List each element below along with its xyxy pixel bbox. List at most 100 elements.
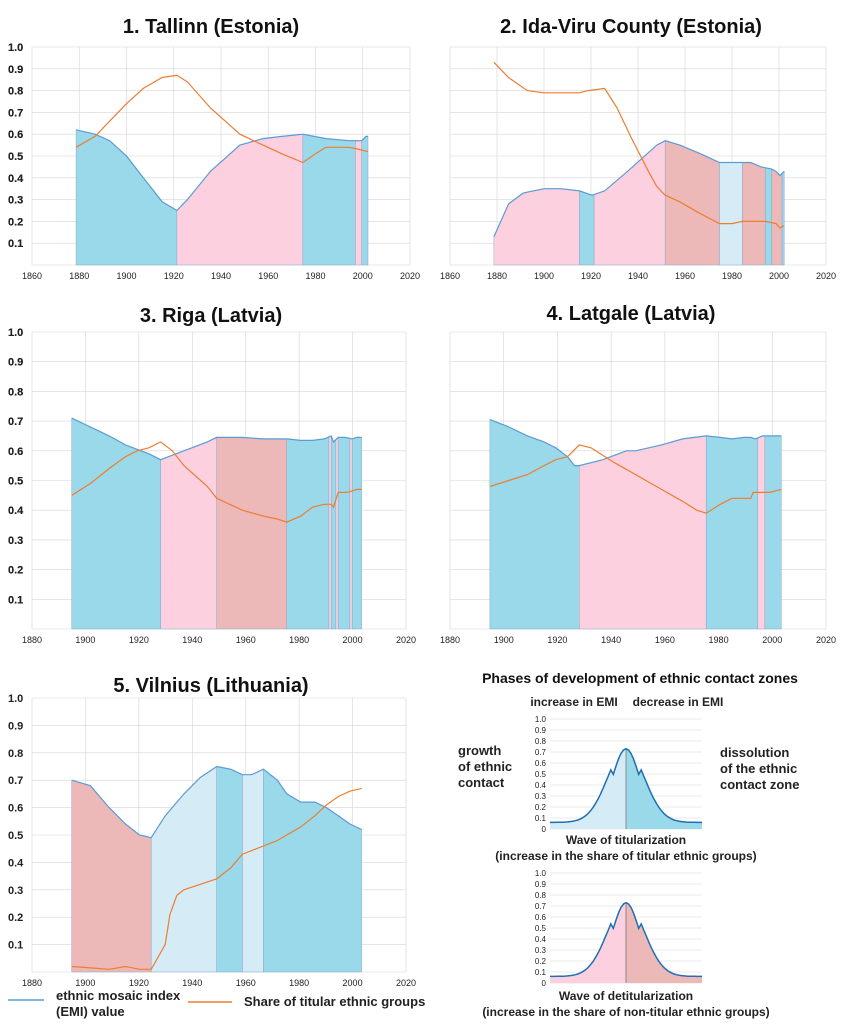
x-tick-label: 1880 — [440, 635, 460, 645]
y-tick-label: 0.1 — [8, 940, 23, 952]
y-tick-label: 0.5 — [8, 476, 23, 488]
wave-y-tick: 0.9 — [535, 880, 547, 889]
phase-area-light — [150, 766, 217, 973]
x-tick-label: 1900 — [534, 271, 554, 281]
x-tick-label: 1880 — [69, 271, 89, 281]
x-tick-label: 1920 — [581, 271, 601, 281]
wave-curve — [550, 747, 702, 824]
x-tick-label: 1940 — [182, 978, 202, 988]
x-tick-label: 2020 — [396, 978, 416, 988]
share-line — [71, 787, 362, 970]
y-tick-label: 0.5 — [8, 151, 23, 163]
increase-emi-label: increase in EMI — [530, 695, 617, 709]
y-tick-label: 0.2 — [8, 216, 23, 228]
y-tick-label: 0.8 — [8, 386, 23, 398]
x-tick-label: 1940 — [211, 271, 231, 281]
y-tick-label: 0.1 — [8, 594, 23, 606]
wave-y-tick: 0.3 — [535, 792, 547, 801]
wave-area-red — [626, 902, 702, 983]
x-tick-label: 1920 — [129, 635, 149, 645]
x-tick-label: 1960 — [236, 635, 256, 645]
y-tick-label: 0.1 — [8, 238, 23, 250]
wave1-caption: Wave of titularization — [566, 833, 686, 847]
x-tick-label: 1980 — [289, 635, 309, 645]
wave-y-tick: 0.4 — [535, 935, 547, 944]
chart-title: 4. Latgale (Latvia) — [547, 303, 716, 325]
wave-y-tick: 1.0 — [535, 715, 547, 724]
chart-title: 3. Riga (Latvia) — [140, 305, 282, 327]
x-tick-label: 2000 — [343, 978, 363, 988]
wave-y-tick: 0.7 — [535, 748, 547, 757]
y-tick-label: 0.2 — [8, 216, 23, 228]
phase-area-red — [771, 168, 783, 266]
x-tick-label: 2000 — [343, 635, 363, 645]
phases-panel: Phases of development of ethnic contact … — [458, 670, 799, 1019]
wave-y-tick: 0.5 — [535, 924, 547, 933]
y-tick-label: 0.6 — [8, 446, 23, 458]
x-tick-label: 2020 — [816, 271, 836, 281]
wave-y-tick: 0.8 — [535, 891, 547, 900]
phase-area-pink — [176, 133, 304, 266]
titularization-wave-chart: 0 0.1 0.2 0.3 0.4 0.5 0.6 0.7 0.8 0.9 1.0 — [535, 715, 702, 834]
x-tick-label: 1960 — [236, 978, 256, 988]
y-tick-label: 0.1 — [8, 238, 23, 250]
chart-tallinn: 1. Tallinn (Estonia) 0.1 0.2 0.3 0.4 0.5 0.6 0… — [8, 16, 420, 281]
x-tick-label: 1880 — [22, 635, 42, 645]
y-tick-label: 0.6 — [8, 803, 23, 815]
phase-area-blue — [781, 170, 785, 266]
x-tick-label: 1980 — [305, 271, 325, 281]
phase-area-pink — [593, 140, 666, 266]
y-tick-label: 0.3 — [8, 535, 23, 547]
growth-label-1: growth — [458, 743, 501, 758]
dissolution-label-3: contact zone — [720, 777, 799, 792]
x-tick-label: 2000 — [769, 271, 789, 281]
x-tick-label: 1900 — [75, 978, 95, 988]
phase-area-light — [242, 768, 264, 973]
x-tick-label: 1860 — [440, 271, 460, 281]
x-tick-label: 1980 — [722, 271, 742, 281]
phase-area-blue — [361, 136, 369, 266]
x-tick-label: 1860 — [22, 271, 42, 281]
phase-area-red — [216, 437, 288, 630]
y-tick-label: 1.0 — [8, 693, 23, 705]
y-tick-label: 0.9 — [8, 64, 23, 76]
wave2-caption: Wave of detitularization — [559, 989, 693, 1003]
y-tick-label: 0.6 — [8, 446, 23, 458]
emi-line — [489, 419, 782, 467]
y-tick-label: 0.4 — [8, 505, 24, 517]
y-tick-label: 0.3 — [8, 195, 23, 207]
x-tick-label: 1940 — [182, 635, 202, 645]
wave-y-tick: 0.2 — [535, 957, 547, 966]
wave-y-tick: 1.0 — [535, 869, 547, 878]
y-tick-label: 0.6 — [8, 129, 23, 141]
y-tick-label: 0.3 — [8, 195, 23, 207]
y-tick-label: 0.5 — [8, 151, 23, 163]
x-tick-label: 1900 — [116, 271, 136, 281]
share-line — [493, 61, 785, 229]
wave-y-tick: 0.1 — [535, 814, 547, 823]
phase-area-blue — [330, 435, 337, 630]
chart-ida-viru: 2. Ida-Viru County (Estonia) 0.1 0.2 0.3 0.… — [8, 16, 836, 281]
wave2-subcaption: (increase in the share of non-titular et… — [482, 1005, 769, 1019]
x-tick-label: 1900 — [494, 635, 514, 645]
phase-area-blue — [71, 417, 161, 630]
phase-area-blue — [765, 167, 772, 266]
x-tick-label: 2020 — [396, 635, 416, 645]
y-tick-label: 0.9 — [8, 64, 23, 76]
y-tick-label: 0.4 — [8, 173, 24, 185]
y-tick-label: 0.4 — [8, 857, 24, 869]
y-tick-label: 0.7 — [8, 775, 23, 787]
y-tick-label: 0.4 — [8, 173, 24, 185]
phase-area-pink — [160, 437, 217, 630]
y-tick-label: 0.9 — [8, 357, 23, 369]
x-tick-label: 1940 — [628, 271, 648, 281]
y-tick-label: 0.4 — [8, 505, 24, 517]
y-tick-label: 0.8 — [8, 86, 23, 98]
wave-y-tick: 0 — [542, 825, 547, 834]
dissolution-label-2: of the ethnic — [720, 761, 797, 776]
x-tick-label: 1920 — [164, 271, 184, 281]
wave-y-tick: 0.9 — [535, 726, 547, 735]
chart-latgale: 4. Latgale (Latvia) 0.1 0.2 0.3 0.4 0.5 0.6 0.… — [8, 303, 836, 645]
legend-emi-label: ethnic mosaic index — [56, 988, 181, 1003]
